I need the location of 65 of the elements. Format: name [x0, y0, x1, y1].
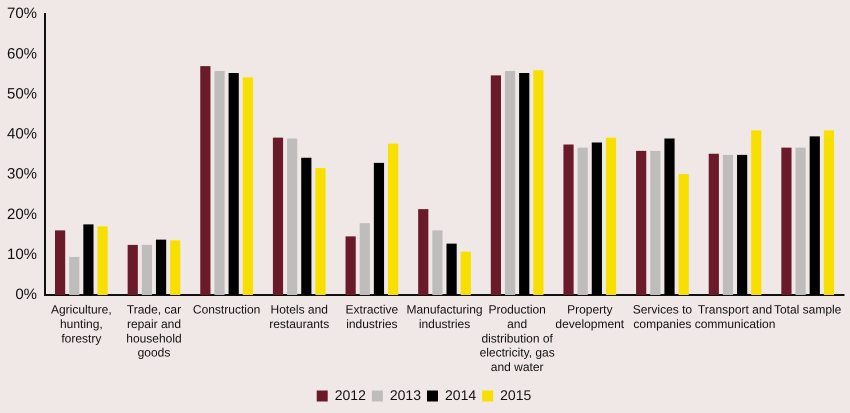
y-tick-label: 70%	[6, 5, 38, 22]
bar	[722, 154, 734, 295]
bar	[418, 209, 428, 295]
bar	[69, 256, 80, 295]
x-tick-label: Extractive industries	[346, 302, 399, 331]
y-tick-label: 60%	[6, 45, 38, 62]
bar	[97, 226, 108, 295]
bar	[708, 154, 719, 295]
bar	[796, 148, 806, 295]
bar	[446, 244, 457, 295]
bar	[54, 230, 66, 295]
bar	[272, 138, 284, 295]
bar	[810, 136, 820, 295]
bar	[490, 75, 501, 295]
bar	[142, 244, 152, 295]
bar	[83, 224, 94, 295]
y-tick-label: 20%	[6, 206, 38, 223]
bar	[678, 174, 689, 295]
bar	[374, 162, 384, 295]
x-tick-label: Hotels and restaurants	[269, 302, 330, 331]
bar	[460, 252, 471, 295]
bar	[214, 71, 225, 295]
legend-label: 2014	[445, 386, 476, 403]
x-tick-label: Trade, car repair and household goods	[126, 302, 182, 360]
y-tick-label: 40%	[6, 126, 38, 143]
bar	[315, 168, 326, 295]
bar	[301, 158, 312, 295]
bar	[156, 240, 166, 295]
bar	[781, 148, 792, 295]
bar	[432, 230, 443, 295]
bar	[737, 154, 748, 295]
x-tick-label: Total sample	[774, 302, 842, 317]
bar	[128, 244, 138, 295]
y-tick-label: 10%	[6, 246, 38, 263]
bar	[287, 138, 298, 295]
bar	[360, 223, 370, 295]
legend-label: 2013	[390, 386, 422, 403]
legend-label: 2012	[334, 386, 366, 403]
legend-label: 2015	[500, 386, 532, 403]
bar	[592, 142, 602, 295]
bar	[824, 130, 834, 295]
x-tick-label: Construction	[192, 302, 260, 317]
y-tick-label: 30%	[6, 166, 38, 183]
x-tick-label: Services to companies	[632, 302, 692, 331]
y-tick-label: 0%	[15, 286, 38, 304]
bar	[751, 130, 762, 295]
bar	[664, 138, 675, 295]
x-tick-label: Property development	[555, 302, 625, 331]
bar	[606, 138, 616, 295]
bar	[388, 144, 398, 295]
x-tick-label: Transport and communication	[694, 302, 776, 331]
bar	[200, 66, 210, 295]
bar	[563, 144, 574, 295]
bar	[578, 148, 588, 295]
x-tick-label: Agriculture, hunting, forestry	[50, 302, 112, 346]
y-tick-label: 50%	[6, 85, 38, 102]
bar	[504, 71, 516, 295]
bar	[650, 150, 660, 295]
bar	[519, 73, 530, 295]
bar	[242, 77, 253, 295]
bar	[228, 73, 239, 295]
bar	[533, 70, 544, 295]
bar	[170, 240, 180, 295]
bar	[636, 150, 646, 295]
bar	[346, 236, 356, 295]
